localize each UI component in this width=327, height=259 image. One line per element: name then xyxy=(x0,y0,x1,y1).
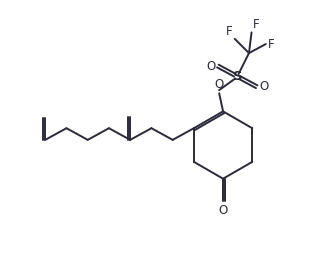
Text: S: S xyxy=(232,70,242,83)
Text: O: O xyxy=(259,80,268,93)
Text: F: F xyxy=(226,25,232,38)
Text: O: O xyxy=(206,60,215,73)
Text: F: F xyxy=(253,18,260,31)
Text: O: O xyxy=(218,204,228,217)
Text: O: O xyxy=(215,78,224,91)
Text: F: F xyxy=(268,38,274,51)
